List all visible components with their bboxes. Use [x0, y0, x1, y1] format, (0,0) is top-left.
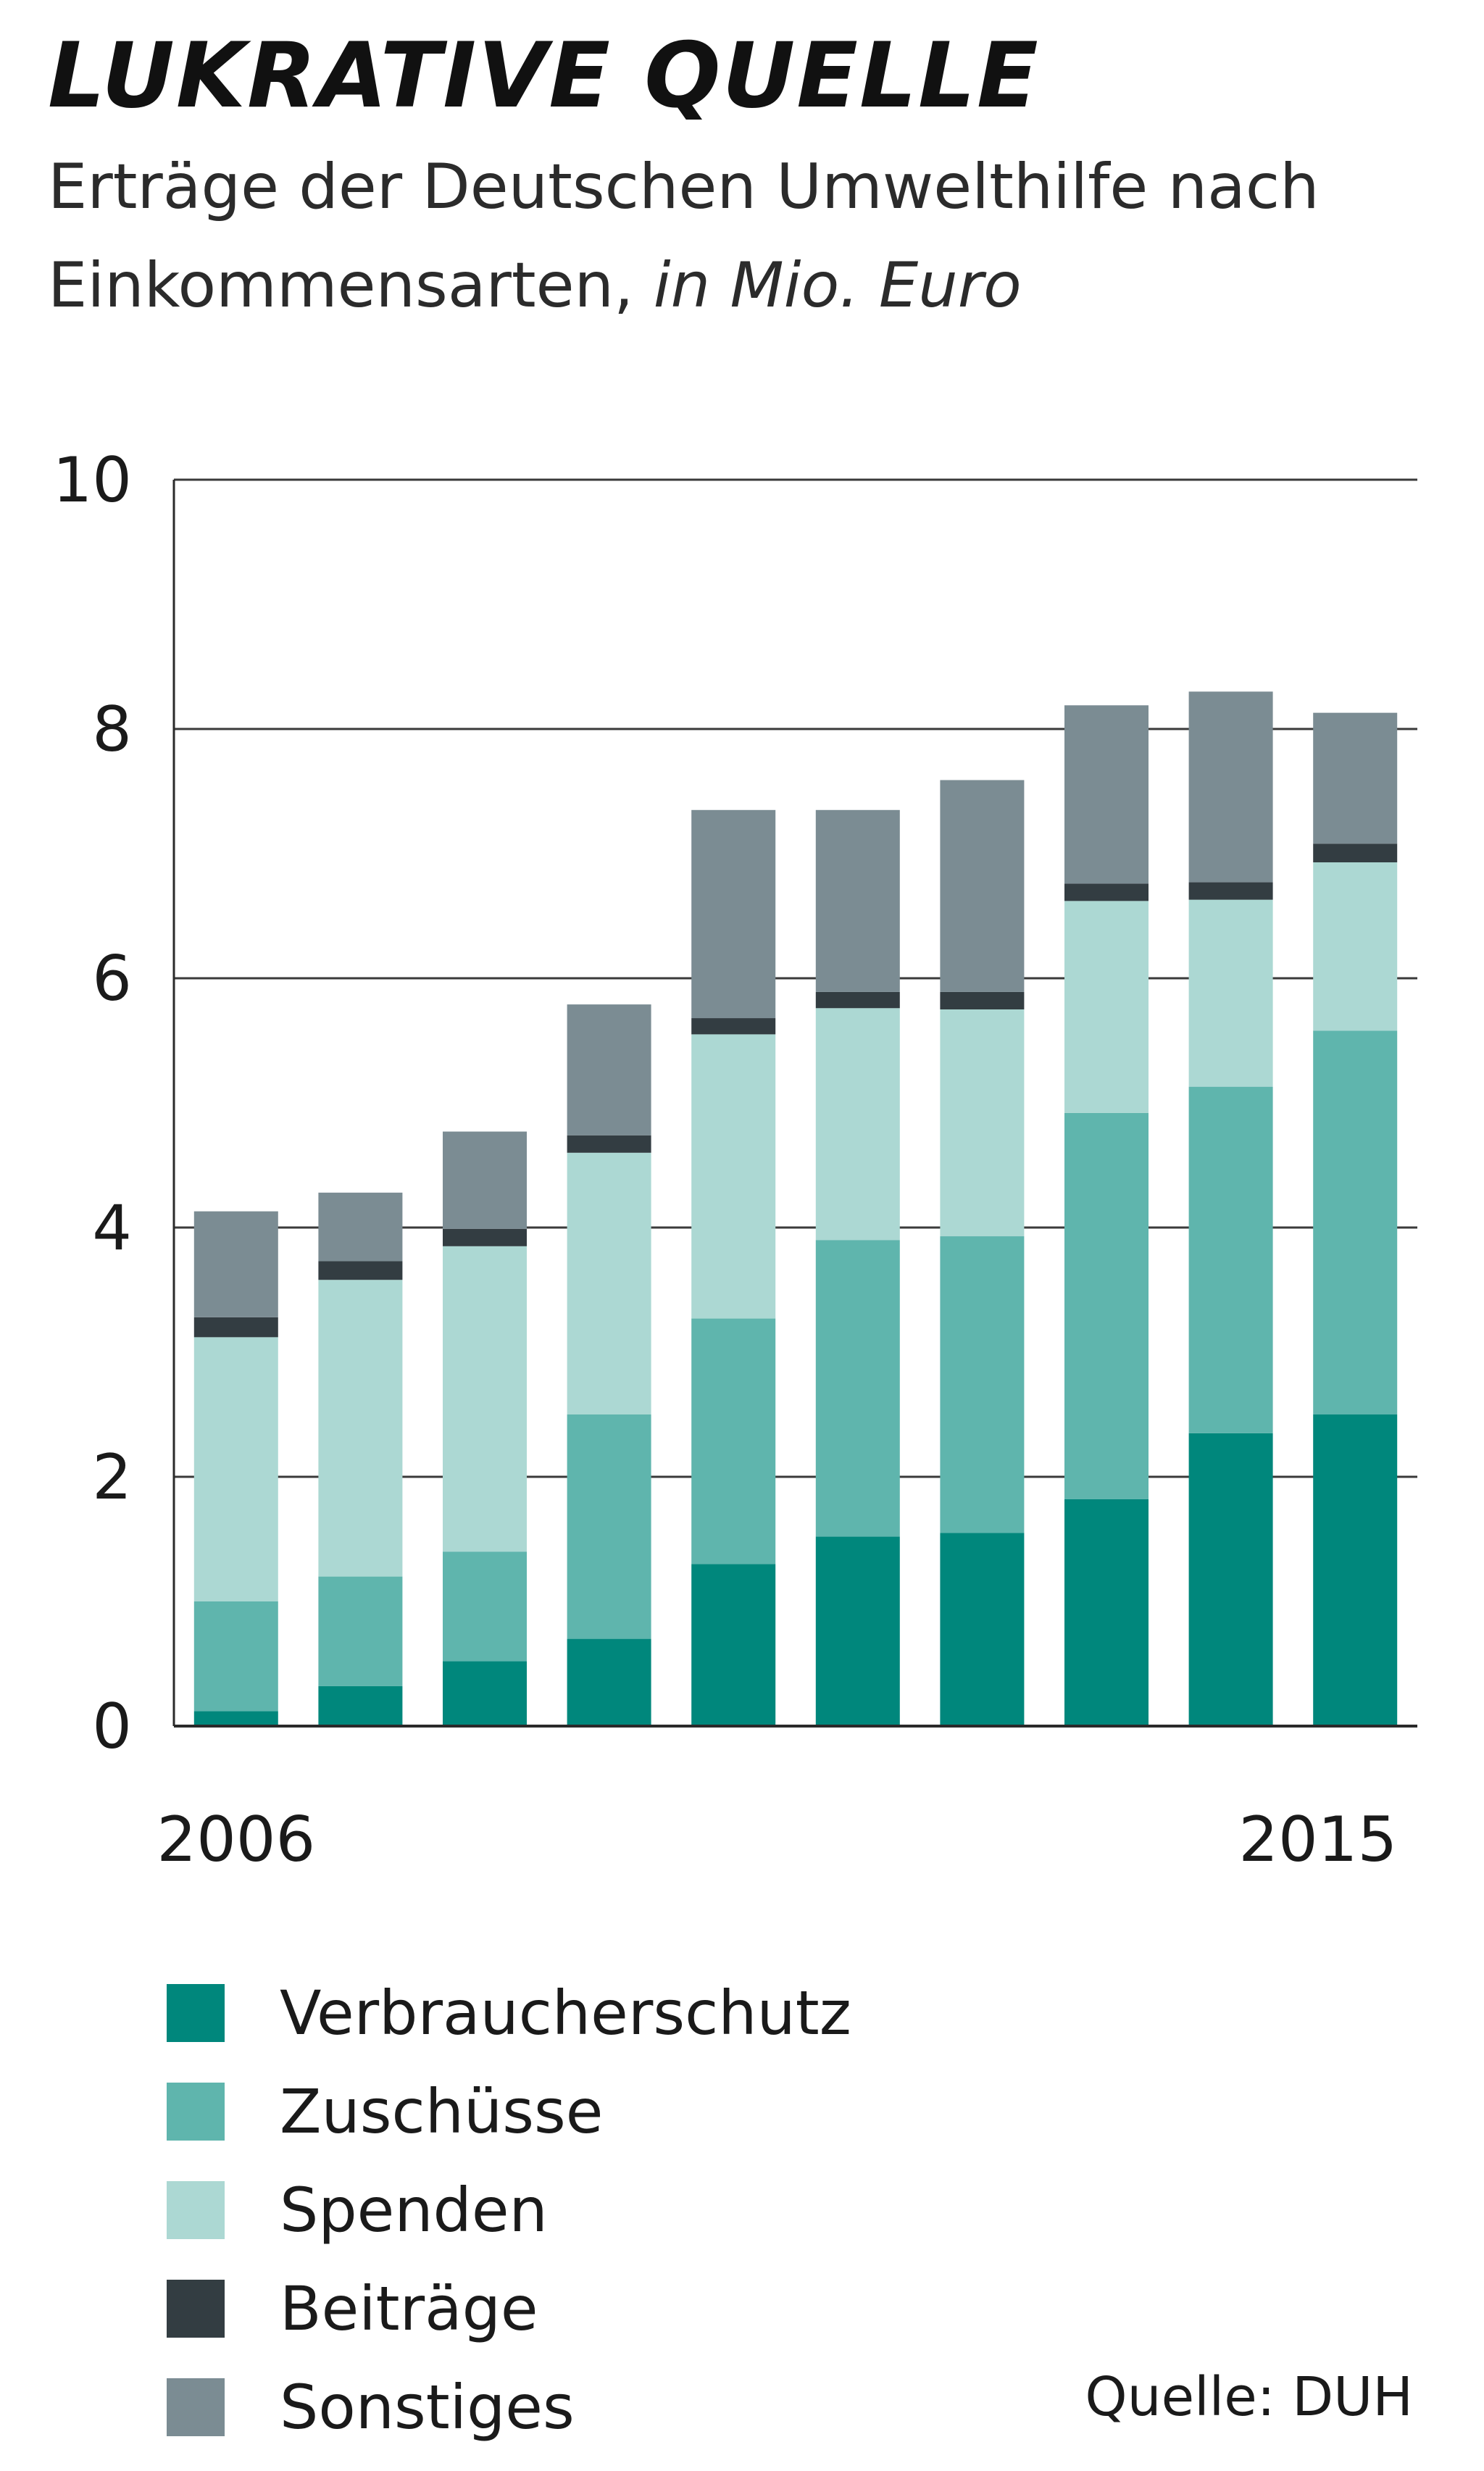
bar-segment-beiträge-2014	[1188, 882, 1273, 900]
bar-segment-verbraucherschutz-2015	[1313, 1414, 1398, 1726]
bar-segment-beiträge-2011	[815, 991, 900, 1009]
y-tick-label: 2	[92, 1441, 132, 1514]
y-tick-label: 4	[92, 1192, 132, 1264]
subtitle-unit: in Mio. Euro	[653, 249, 1022, 322]
bar-segment-zuschüsse-2012	[940, 1236, 1025, 1533]
legend-swatch	[167, 2280, 225, 2338]
bar-segment-sonstiges-2015	[1313, 712, 1398, 844]
bar-segment-sonstiges-2010	[691, 809, 776, 1019]
bar-segment-beiträge-2009	[567, 1135, 651, 1153]
bar-stack-2015	[1313, 712, 1398, 1726]
bar-segment-beiträge-2010	[691, 1018, 776, 1035]
bar-segment-zuschüsse-2013	[1064, 1112, 1149, 1499]
bar-stack-2008	[443, 1131, 527, 1726]
bar-segment-verbraucherschutz-2008	[443, 1661, 527, 1726]
source-note: Quelle: DUH	[1085, 2366, 1413, 2428]
bar-segment-beiträge-2007	[318, 1261, 403, 1280]
stacked-bar-chart: 0 2 4 6 8 10 2006 2015	[53, 444, 1417, 1876]
bar-stack-2010	[691, 809, 776, 1726]
bar-segment-zuschüsse-2007	[318, 1576, 403, 1686]
bar-stack-2011	[815, 809, 900, 1726]
bar-segment-beiträge-2013	[1064, 883, 1149, 901]
bar-segment-zuschüsse-2006	[193, 1601, 278, 1712]
bars	[193, 691, 1398, 1726]
bar-segment-verbraucherschutz-2013	[1064, 1499, 1149, 1726]
y-tick-label: 0	[92, 1691, 132, 1763]
bar-segment-zuschüsse-2008	[443, 1551, 527, 1662]
bar-segment-sonstiges-2012	[940, 780, 1025, 992]
legend-item-beiträge: Beiträge	[167, 2259, 851, 2358]
bar-segment-beiträge-2015	[1313, 843, 1398, 863]
bar-stack-2012	[940, 780, 1025, 1726]
bar-segment-verbraucherschutz-2006	[193, 1711, 278, 1726]
bar-segment-zuschüsse-2015	[1313, 1030, 1398, 1414]
bar-segment-sonstiges-2007	[318, 1192, 403, 1262]
y-tick-label: 8	[92, 693, 132, 766]
bar-segment-beiträge-2006	[193, 1317, 278, 1338]
bar-segment-sonstiges-2008	[443, 1131, 527, 1229]
legend: Verbraucherschutz Zuschüsse Spenden Beiträg…	[167, 1964, 851, 2457]
bar-segment-verbraucherschutz-2011	[815, 1536, 900, 1726]
bar-segment-zuschüsse-2009	[567, 1414, 651, 1639]
legend-label: Beiträge	[280, 2273, 538, 2344]
subtitle-text: Erträge der Deutschen Umwelthilfe nach E…	[48, 151, 1320, 322]
bar-segment-spenden-2013	[1064, 901, 1149, 1113]
bar-segment-sonstiges-2006	[193, 1211, 278, 1317]
bar-segment-spenden-2009	[567, 1152, 651, 1414]
axes	[172, 480, 1417, 1728]
legend-label: Zuschüsse	[280, 2076, 604, 2147]
bar-segment-verbraucherschutz-2014	[1188, 1433, 1273, 1726]
bar-stack-2009	[567, 1004, 651, 1726]
legend-item-spenden: Spenden	[167, 2161, 851, 2259]
bar-segment-verbraucherschutz-2012	[940, 1533, 1025, 1726]
legend-item-zuschüsse: Zuschüsse	[167, 2062, 851, 2161]
bar-segment-verbraucherschutz-2007	[318, 1685, 403, 1726]
bar-stack-2013	[1064, 705, 1149, 1726]
y-tick-label: 6	[92, 943, 132, 1015]
legend-swatch	[167, 2378, 225, 2436]
legend-item-verbraucherschutz: Verbraucherschutz	[167, 1964, 851, 2062]
legend-swatch	[167, 2181, 225, 2239]
bar-segment-spenden-2014	[1188, 899, 1273, 1087]
legend-label: Sonstiges	[280, 2372, 575, 2443]
bar-segment-verbraucherschutz-2009	[567, 1638, 651, 1726]
legend-swatch	[167, 1984, 225, 2042]
y-tick-label: 10	[53, 444, 132, 517]
legend-item-sonstiges: Sonstiges	[167, 2358, 851, 2457]
bar-segment-spenden-2012	[940, 1009, 1025, 1237]
bar-segment-zuschüsse-2014	[1188, 1086, 1273, 1433]
bar-segment-spenden-2007	[318, 1280, 403, 1577]
bar-segment-zuschüsse-2011	[815, 1240, 900, 1537]
bar-segment-spenden-2008	[443, 1246, 527, 1552]
chart-title: LUKRATIVE QUELLE	[48, 24, 1040, 128]
bar-segment-sonstiges-2013	[1064, 705, 1149, 884]
x-tick-label: 2015	[1238, 1804, 1397, 1876]
bar-segment-sonstiges-2009	[567, 1004, 651, 1136]
bar-stack-2014	[1188, 691, 1273, 1726]
x-tick-label: 2006	[157, 1804, 315, 1876]
bar-stack-2007	[318, 1192, 403, 1726]
legend-label: Spenden	[280, 2175, 548, 2246]
bar-segment-beiträge-2008	[443, 1228, 527, 1246]
legend-swatch	[167, 2083, 225, 2141]
bar-segment-sonstiges-2014	[1188, 691, 1273, 883]
bar-segment-spenden-2006	[193, 1337, 278, 1601]
bar-segment-spenden-2011	[815, 1008, 900, 1241]
axis-labels: 0 2 4 6 8 10 2006 2015	[53, 444, 1398, 1876]
bar-segment-verbraucherschutz-2010	[691, 1564, 776, 1726]
bar-segment-beiträge-2012	[940, 991, 1025, 1009]
legend-label: Verbraucherschutz	[280, 1978, 851, 2049]
bar-segment-spenden-2010	[691, 1034, 776, 1319]
bar-segment-sonstiges-2011	[815, 809, 900, 992]
bar-segment-spenden-2015	[1313, 862, 1398, 1031]
bar-segment-zuschüsse-2010	[691, 1318, 776, 1564]
bar-stack-2006	[193, 1211, 278, 1726]
chart-subtitle: Erträge der Deutschen Umwelthilfe nach E…	[48, 138, 1454, 335]
